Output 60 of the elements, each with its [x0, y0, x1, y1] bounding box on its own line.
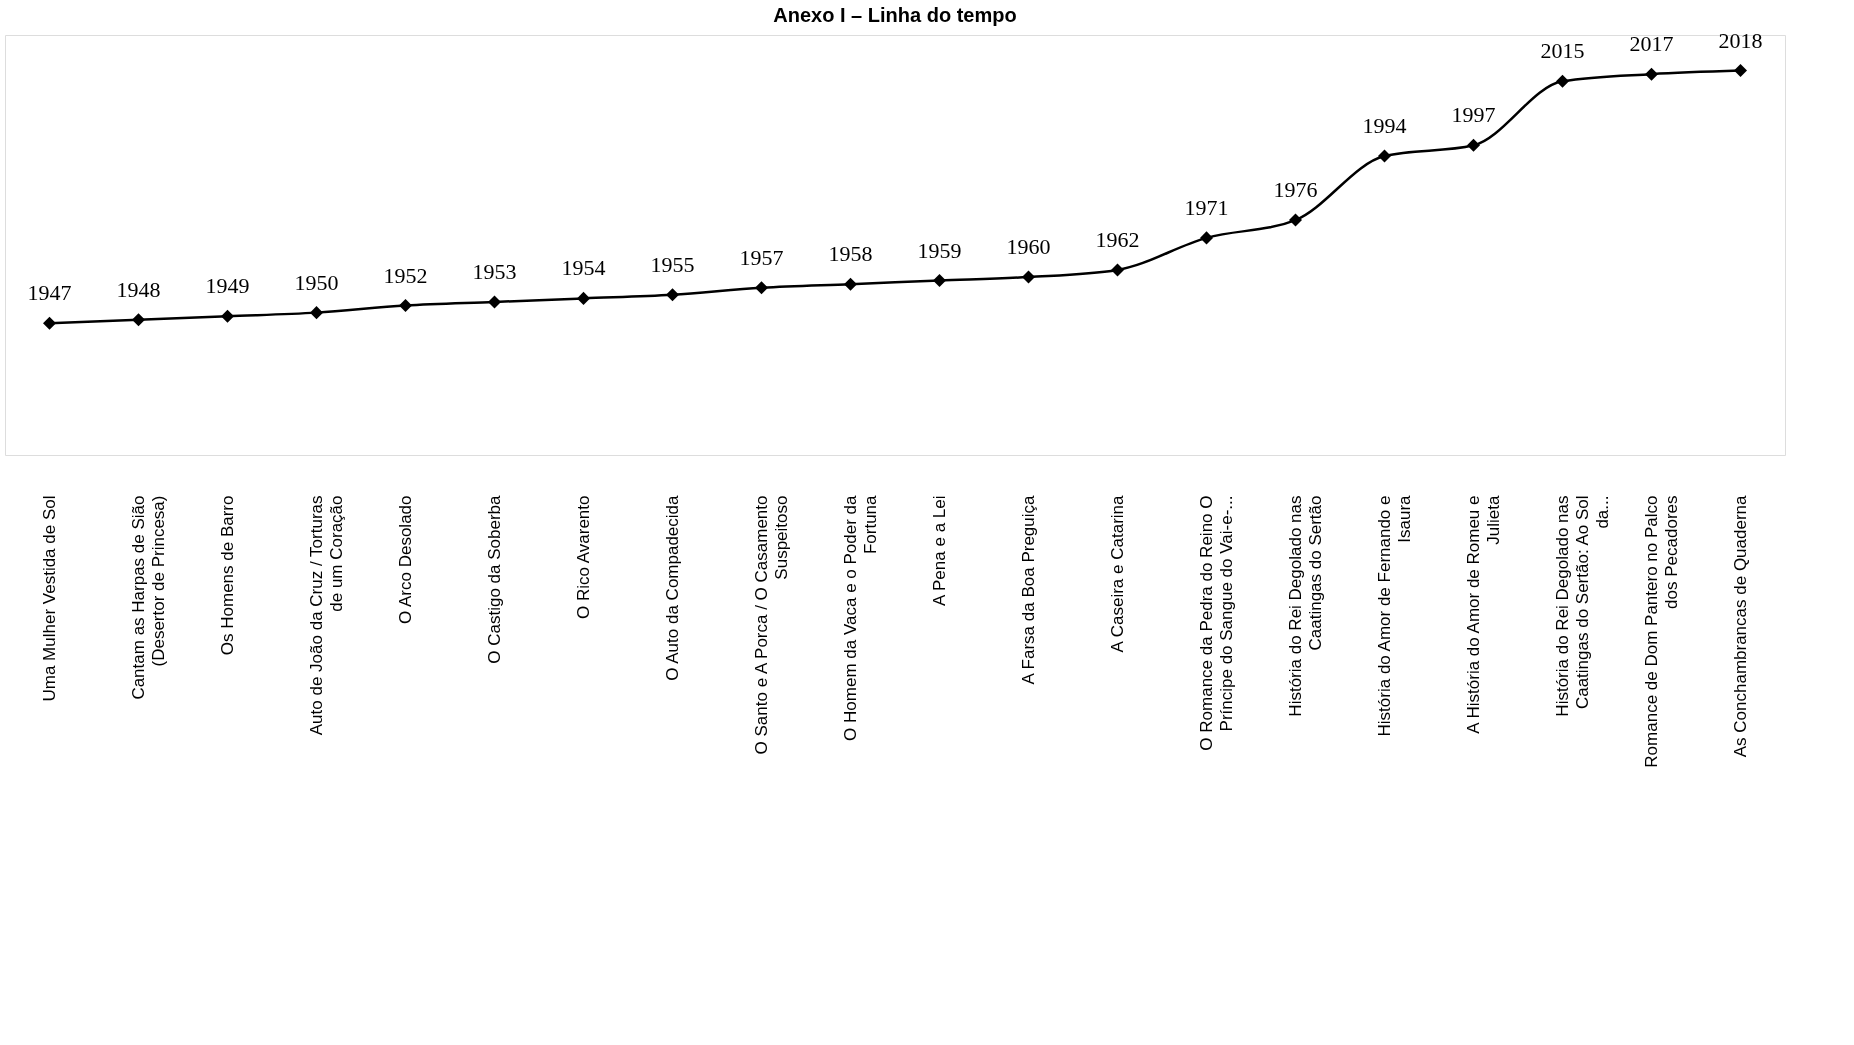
point: [131, 313, 146, 327]
data-label: 1948: [116, 276, 161, 302]
data-label: 1952: [383, 262, 428, 288]
x-tick-label: O Auto da Compadecida: [663, 494, 682, 681]
x-tick-label: A Pena e a Lei: [930, 495, 949, 607]
x-tick-label: História do Rei Degolado nas Caatingas do Sertão: [1286, 495, 1325, 717]
x-tick-label: O Arco Desolado: [396, 495, 415, 625]
point: [665, 288, 680, 302]
point: [398, 298, 413, 313]
data-label: 1957: [739, 244, 784, 270]
data-label: 1960: [1006, 234, 1051, 260]
data-label: 1955: [650, 251, 695, 277]
point: [1377, 149, 1392, 163]
x-tick-label: História do Rei Degolado nas Caatingas do Sertão: Ao Sol da...: [1553, 495, 1612, 717]
data-label: 2018: [1718, 27, 1763, 53]
data-label: 1994: [1362, 113, 1407, 139]
x-tick-label: Auto de João da Cruz / Torturas de um Coração: [307, 495, 346, 736]
x-tick-label: Os Homens de Barro: [218, 495, 237, 656]
point: [1288, 213, 1303, 227]
x-tick-label: A Caseira e Catarina: [1108, 494, 1127, 653]
point: [487, 295, 502, 309]
data-label: 1947: [27, 280, 72, 306]
data-label: 1976: [1273, 177, 1318, 203]
data-label: 1997: [1451, 102, 1496, 128]
point: [1555, 74, 1570, 88]
point: [754, 281, 769, 295]
data-label: 1950: [294, 269, 339, 295]
data-label: 2017: [1629, 31, 1674, 57]
chart-title: Anexo I – Linha do tempo: [773, 3, 1017, 26]
data-label: 1958: [828, 241, 873, 267]
data-label: 1949: [205, 273, 250, 299]
x-tick-label: O Romance da Pedra do Reino O Príncipe do Sangue do Vai-e-...: [1197, 495, 1236, 751]
data-label: 1954: [561, 255, 606, 281]
x-tick-label: Uma Mulher Vestida de Sol: [40, 495, 59, 702]
point: [1733, 64, 1748, 78]
x-tick-label: O Rico Avarento: [574, 495, 593, 619]
x-tick-label: A História do Amor de Romeu e Julieta: [1464, 494, 1503, 734]
x-tick-label: O Homem da Vaca e o Poder da Fortuna: [841, 494, 880, 741]
point: [1199, 231, 1214, 245]
x-tick-label: As Conchambrancas de Quaderna: [1731, 494, 1750, 758]
point: [1021, 270, 1036, 284]
data-label: 2015: [1540, 38, 1585, 64]
x-tick-label: História do Amor de Fernando e Isaura: [1375, 494, 1414, 737]
data-label: 1971: [1184, 194, 1229, 220]
point: [576, 291, 591, 305]
point: [42, 316, 57, 330]
x-tick-label: A Farsa da Boa Preguiça: [1019, 494, 1038, 685]
data-label: 1953: [472, 258, 517, 284]
point: [1644, 67, 1659, 81]
point: [309, 306, 324, 320]
point: [932, 274, 947, 288]
x-tick-label: O Castigo da Soberba: [485, 494, 504, 664]
x-tick-label: Cantam as Harpas de Sião (Desertor de Princesa): [129, 495, 168, 700]
point: [843, 277, 858, 291]
data-label: 1959: [917, 237, 962, 263]
x-tick-label: O Santo e A Porca / O Casamento Suspeitoso: [752, 495, 791, 755]
data-label: 1962: [1095, 226, 1140, 252]
point: [220, 309, 235, 323]
point: [1110, 263, 1125, 277]
point: [1466, 138, 1481, 152]
